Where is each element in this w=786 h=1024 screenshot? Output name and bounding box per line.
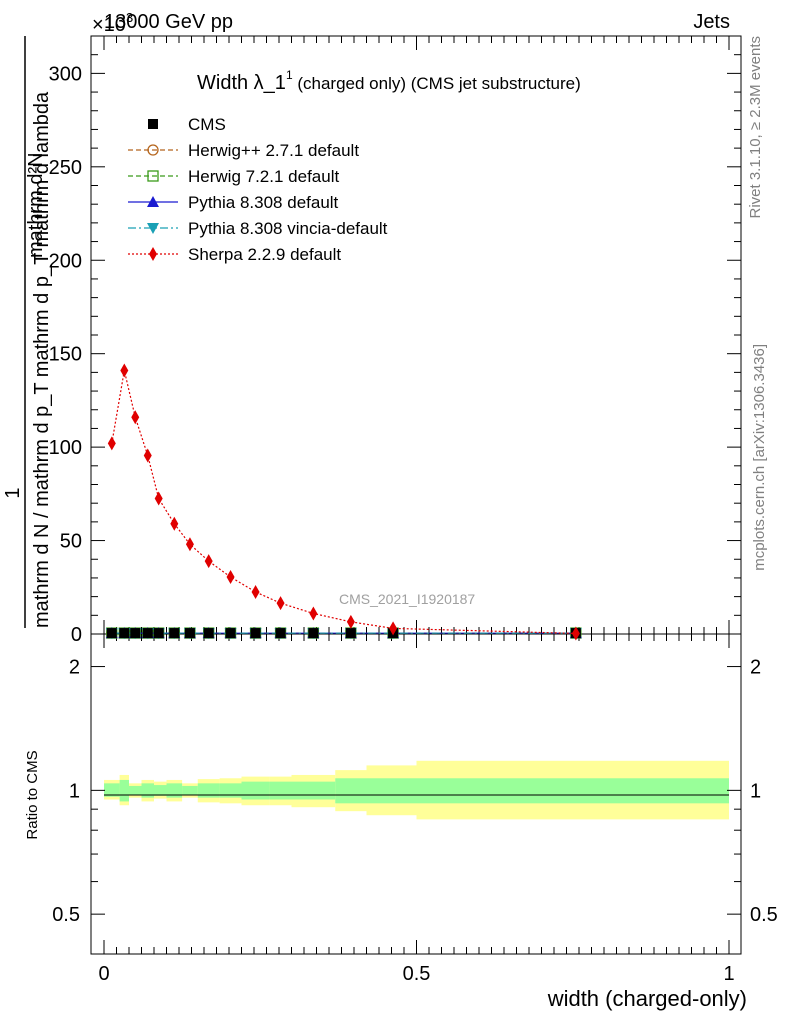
sherpa-point: [309, 606, 318, 621]
ratio-band-stat: [129, 785, 142, 795]
ratio-band-stat: [141, 783, 154, 798]
ratio-band-stat: [182, 785, 198, 795]
ratio-band-stat: [166, 783, 183, 798]
y-axis-label: mathrm d²N 1 mathrm d N / mathrm d p_T m…: [2, 36, 53, 628]
ratio-band-stat: [335, 778, 367, 804]
sherpa-point: [120, 363, 129, 378]
ratio-band-stat: [219, 783, 242, 798]
y-axis-label-denominator: mathrm d N / mathrm d p_T mathrm d p_T m…: [31, 91, 53, 628]
legend-marker: [149, 247, 157, 261]
ratio-y-tick-label-right: 0.5: [750, 904, 778, 926]
ratio-y-tick-label: 0.5: [52, 904, 80, 926]
y-axis-label-numerator: 1: [2, 487, 24, 498]
ratio-band-stat: [197, 783, 220, 798]
y-tick-label: 200: [49, 250, 82, 272]
sherpa-point: [131, 410, 140, 425]
ratio-bands: [104, 760, 729, 820]
watermark: CMS_2021_I1920187: [339, 591, 475, 607]
legend-label: CMS: [188, 115, 226, 134]
rivet-label: Rivet 3.1.10, ≥ 2.3M events: [747, 36, 764, 219]
legend-entry: Herwig++ 2.7.1 default: [128, 141, 359, 160]
x-tick-label: 1: [723, 963, 734, 985]
cms-data-point: [142, 628, 153, 639]
y-axis-label-numerator-full: mathrm d²N: [25, 152, 47, 258]
sherpa-point: [276, 596, 285, 611]
sherpa-point: [251, 584, 260, 599]
y-tick-label: 250: [49, 157, 82, 179]
sherpa-point: [226, 570, 235, 585]
ratio-y-tick-label-right: 1: [750, 780, 761, 802]
x-tick-label: 0: [98, 963, 109, 985]
cms-data-point: [225, 628, 236, 639]
ratio-band-stat: [104, 783, 120, 797]
y-tick-label: 300: [49, 63, 82, 85]
ratio-band-stat: [269, 781, 292, 800]
legend-entry: Herwig 7.2.1 default: [128, 167, 339, 186]
sherpa-point: [170, 516, 179, 531]
legend-label: Pythia 8.308 vincia-default: [188, 219, 388, 238]
legend: CMS Herwig++ 2.7.1 default Herwig 7.2.1 de…: [128, 115, 388, 264]
cms-data-point: [130, 628, 141, 639]
legend-marker: [147, 223, 159, 234]
legend-label: Sherpa 2.2.9 default: [188, 245, 341, 264]
legend-label: Herwig++ 2.7.1 default: [188, 141, 359, 160]
axis-tick-labels: 0 50 100 150 200 250 300 0 0.5 1 0.5 1 2 0.5 1 2: [49, 63, 778, 985]
sherpa-point: [204, 554, 213, 569]
cms-data-point: [106, 628, 117, 639]
data-series: [105, 363, 582, 641]
plot-title: Width λ_11 (charged only) (CMS jet subst…: [197, 68, 581, 94]
sherpa-point: [107, 436, 116, 451]
y-tick-label: 50: [60, 531, 82, 553]
ratio-band-stat: [366, 778, 417, 804]
ratio-band-stat: [416, 778, 729, 804]
ratio-y-tick-label-right: 2: [750, 657, 761, 679]
cms-data-point: [308, 628, 319, 639]
legend-entry: Sherpa 2.2.9 default: [128, 245, 341, 264]
legend-entry: Pythia 8.308 default: [128, 193, 339, 212]
sherpa-point: [389, 621, 398, 636]
cms-data-point: [119, 628, 130, 639]
cms-data-point: [203, 628, 214, 639]
y-tick-label: 100: [49, 437, 82, 459]
ratio-y-tick-label: 1: [69, 780, 80, 802]
cms-data-point: [169, 628, 180, 639]
legend-label: Herwig 7.2.1 default: [188, 167, 339, 186]
sherpa-point: [185, 537, 194, 552]
x-axis-label: width (charged-only): [547, 986, 747, 1011]
cms-data-point: [345, 628, 356, 639]
sherpa-point: [154, 491, 163, 506]
ratio-band-stat: [241, 781, 270, 800]
exponent-label: ×103: [92, 10, 133, 36]
legend-marker: [147, 170, 159, 182]
ratio-band-stat: [291, 781, 336, 800]
sherpa-point: [143, 448, 152, 463]
legend-label: Pythia 8.308 default: [188, 193, 339, 212]
ratio-y-axis-label: Ratio to CMS: [24, 750, 41, 839]
legend-entry: Pythia 8.308 vincia-default: [128, 219, 388, 238]
cms-data-point: [250, 628, 261, 639]
x-tick-label: 0.5: [403, 963, 431, 985]
energy-label: 13000 GeV pp: [104, 11, 233, 33]
legend-marker: [148, 119, 158, 129]
y-tick-label: 0: [71, 624, 82, 646]
y-tick-label: 150: [49, 344, 82, 366]
ratio-y-tick-label: 2: [69, 657, 80, 679]
cms-data-point: [153, 628, 164, 639]
legend-marker: [147, 196, 159, 207]
sherpa-point: [346, 614, 355, 629]
ratio-band-stat: [154, 785, 167, 796]
cms-data-point: [184, 628, 195, 639]
legend-marker: [147, 144, 159, 156]
legend-entry: CMS: [148, 115, 226, 134]
cms-data-point: [275, 628, 286, 639]
sherpa-point: [571, 626, 580, 641]
process-label: Jets: [693, 11, 730, 33]
mcplots-label: mcplots.cern.ch [arXiv:1306.3436]: [751, 344, 768, 571]
ratio-band-stat: [119, 779, 129, 802]
